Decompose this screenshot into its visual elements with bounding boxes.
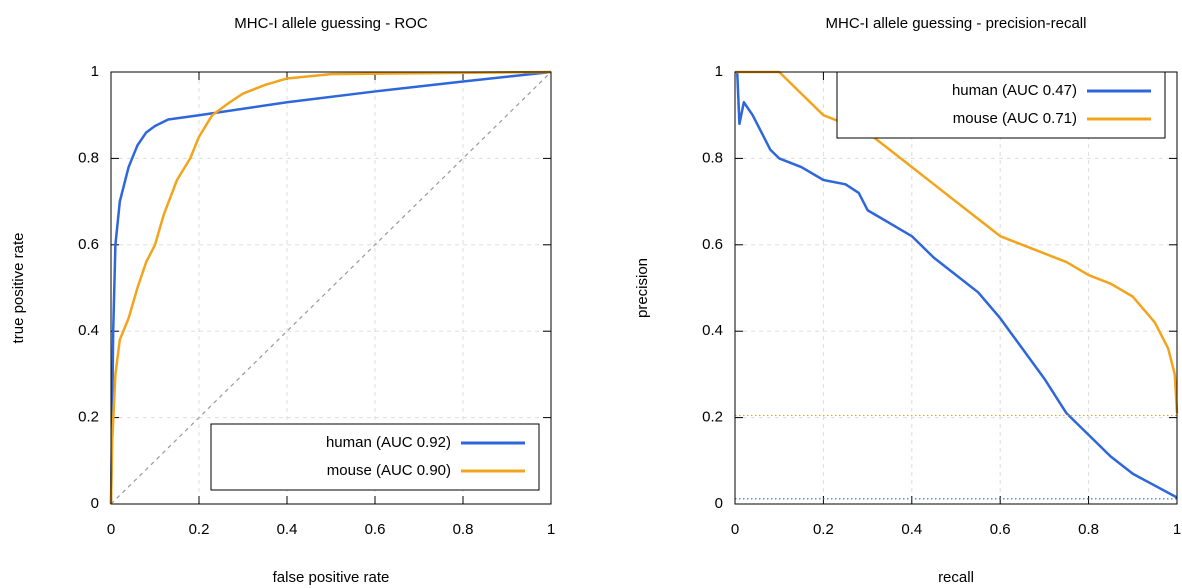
x-tick-label: 0.2 [189, 521, 210, 538]
x-tick-label: 0.8 [1078, 521, 1099, 538]
y-tick-label: 0 [91, 495, 99, 512]
chart-title: MHC-I allele guessing - precision-recall [826, 15, 1087, 32]
y-tick-label: 0.6 [702, 236, 723, 253]
legend-label: mouse (AUC 0.90) [327, 462, 451, 479]
x-tick-label: 0 [107, 521, 115, 538]
plot-frame [110, 71, 552, 505]
y-tick-label: 0.8 [702, 149, 723, 166]
y-axis-label: precision [634, 258, 651, 318]
series-line [735, 70, 1179, 414]
x-tick-label: 0.6 [365, 521, 386, 538]
y-tick-label: 1 [91, 63, 99, 80]
reference-diagonal [110, 71, 552, 505]
chart-title: MHC-I allele guessing - ROC [234, 15, 428, 32]
x-tick-label: 0 [731, 521, 739, 538]
x-tick-label: 0.6 [990, 521, 1011, 538]
x-tick-label: 0.8 [453, 521, 474, 538]
x-tick-label: 0.4 [901, 521, 922, 538]
x-tick-label: 1 [547, 521, 555, 538]
y-tick-label: 1 [715, 63, 723, 80]
y-tick-label: 0.2 [702, 409, 723, 426]
series-line [109, 70, 552, 505]
y-tick-label: 0.4 [78, 322, 99, 339]
x-axis-label: recall [938, 569, 974, 586]
legend-box [210, 423, 540, 491]
y-tick-label: 0.2 [78, 409, 99, 426]
x-tick-label: 0.2 [813, 521, 834, 538]
y-tick-label: 0.6 [78, 236, 99, 253]
x-tick-label: 1 [1173, 521, 1181, 538]
legend-box [836, 71, 1166, 139]
y-tick-label: 0.8 [78, 149, 99, 166]
series-line [109, 70, 552, 505]
legend-label: human (AUC 0.47) [952, 82, 1077, 99]
x-tick-label: 0.4 [277, 521, 298, 538]
y-tick-label: 0 [715, 495, 723, 512]
legend-label: human (AUC 0.92) [326, 434, 451, 451]
legend-label: mouse (AUC 0.71) [953, 110, 1077, 127]
y-tick-label: 0.4 [702, 322, 723, 339]
y-axis-label: true positive rate [10, 233, 27, 344]
series-line [735, 71, 1178, 499]
x-axis-label: false positive rate [273, 569, 390, 586]
